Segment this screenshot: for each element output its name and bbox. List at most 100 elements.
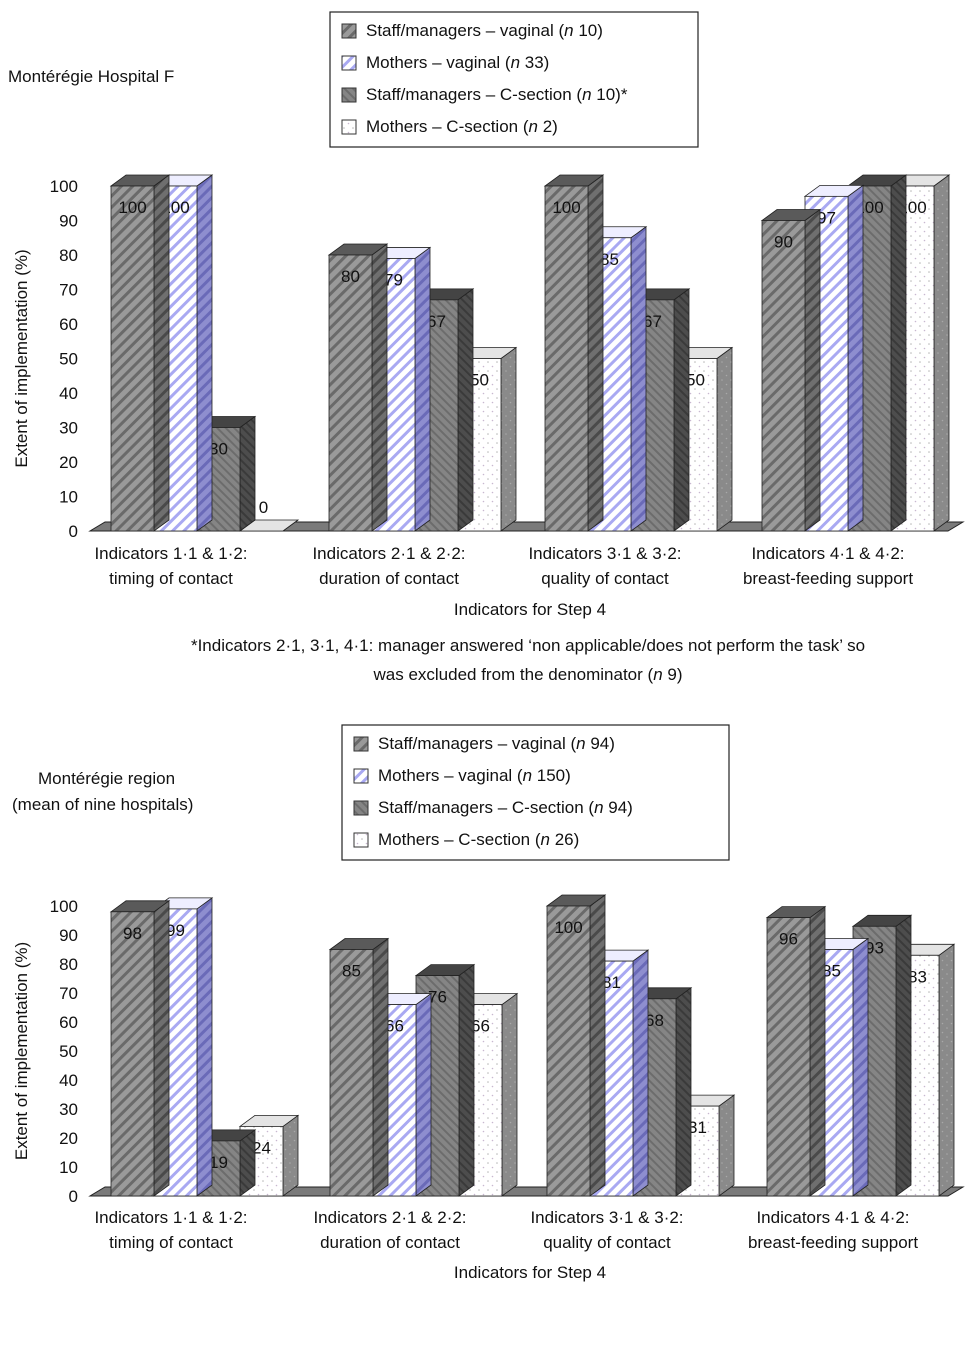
y-tick-label: 40 — [59, 1071, 78, 1090]
y-tick-label: 80 — [59, 246, 78, 265]
bar-value-label: 100 — [552, 198, 580, 217]
bar-front — [544, 185, 589, 532]
bar-value-label: 68 — [645, 1011, 664, 1030]
bar-side — [718, 1094, 735, 1197]
y-tick-label: 20 — [59, 1129, 78, 1148]
x-tick-label: Indicators 3·1 & 3·2: — [528, 544, 681, 563]
bar-side — [809, 905, 826, 1197]
legend-entry: Mothers – C-section (n 26) — [378, 830, 579, 849]
bar-value-label: 100 — [554, 918, 582, 937]
y-tick-label: 80 — [59, 955, 78, 974]
legend-swatch — [353, 736, 369, 752]
x-tick-label: Indicators 2·1 & 2·2: — [312, 544, 465, 563]
bar-side — [847, 184, 864, 532]
bar-side — [587, 174, 604, 532]
bar-side — [890, 174, 907, 532]
bar-side — [632, 949, 649, 1197]
bar-side — [153, 174, 170, 532]
bar-side — [630, 225, 647, 532]
bar-side — [415, 992, 432, 1197]
bar-value-label: 66 — [471, 1017, 490, 1036]
x-tick-label: timing of contact — [109, 1233, 233, 1252]
bar-side — [414, 246, 431, 532]
bar-value-label: 67 — [427, 312, 446, 331]
x-tick-label: duration of contact — [319, 569, 459, 588]
x-tick-label: breast-feeding support — [748, 1233, 918, 1252]
x-tick-label: Indicators 1·1 & 1·2: — [94, 544, 247, 563]
legend-swatch — [341, 119, 357, 135]
x-tick-label: timing of contact — [109, 569, 233, 588]
chart-2: Montérégie region (mean of nine hospitals… — [12, 724, 965, 1282]
bar-value-label: 83 — [908, 967, 927, 986]
bar: 98 — [109, 900, 171, 1197]
legend-swatch — [353, 768, 369, 784]
y-tick-label: 30 — [59, 419, 78, 438]
bar-side — [239, 415, 256, 532]
x-axis-label: Indicators for Step 4 — [454, 600, 606, 619]
y-tick-label: 60 — [59, 1013, 78, 1032]
bar-value-label: 81 — [602, 973, 621, 992]
bar-value-label: 100 — [118, 198, 146, 217]
bar-value-label: 85 — [600, 250, 619, 269]
bar: 96 — [765, 905, 827, 1197]
bar: 100 — [543, 174, 605, 532]
footnote: was excluded from the denominator (n 9) — [372, 665, 682, 684]
bar-value-label: 31 — [688, 1118, 707, 1137]
bar-value-label: 90 — [774, 233, 793, 252]
bar-value-label: 19 — [209, 1153, 228, 1172]
x-tick-label: Indicators 4·1 & 4·2: — [751, 544, 904, 563]
y-tick-label: 100 — [50, 177, 78, 196]
legend-box — [341, 724, 730, 861]
bar-value-label: 76 — [428, 988, 447, 1007]
x-tick-label: quality of contact — [543, 1233, 671, 1252]
bar-front — [546, 905, 591, 1197]
bar-value-label: 30 — [209, 440, 228, 459]
bar-side — [372, 937, 389, 1197]
chart-1: Montérégie Hospital F Staff/managers – va… — [8, 11, 965, 684]
y-tick-label: 50 — [59, 1042, 78, 1061]
y-tick-label: 90 — [59, 212, 78, 231]
legend-entry: Staff/managers – C-section (n 94) — [378, 798, 633, 817]
y-axis-label: Extent of implementation (%) — [12, 942, 31, 1160]
legend-entry: Staff/managers – vaginal (n 10) — [366, 21, 603, 40]
bar-value-label: 98 — [123, 924, 142, 943]
bar-value-label: 85 — [822, 962, 841, 981]
bar-front — [110, 185, 155, 532]
bar: 80 — [327, 243, 389, 532]
bar-value-label: 50 — [470, 371, 489, 390]
x-axis-label: Indicators for Step 4 — [454, 1263, 606, 1282]
y-tick-label: 70 — [59, 281, 78, 300]
legend: Staff/managers – vaginal (n 94) Mothers –… — [341, 724, 730, 861]
bar-front — [110, 911, 155, 1197]
x-tick-label: Indicators 3·1 & 3·2: — [530, 1208, 683, 1227]
bar-side — [675, 987, 692, 1197]
bar-side — [239, 1129, 256, 1197]
bar-side — [589, 894, 606, 1197]
bar-side — [716, 346, 733, 532]
bar-side — [804, 208, 821, 532]
bar-side — [673, 288, 690, 532]
bar-side — [457, 288, 474, 532]
y-tick-label: 70 — [59, 984, 78, 1003]
legend-swatch — [353, 832, 369, 848]
bar-value-label: 93 — [865, 938, 884, 957]
x-tick-label: Indicators 1·1 & 1·2: — [94, 1208, 247, 1227]
bar-value-label: 50 — [686, 371, 705, 390]
bar-side — [938, 943, 955, 1197]
legend-swatch — [341, 55, 357, 71]
bar: 85 — [328, 937, 390, 1197]
bar-side — [153, 900, 170, 1197]
chart-title: Montérégie region — [38, 769, 175, 788]
legend-entry: Mothers – vaginal (n 33) — [366, 53, 549, 72]
x-tick-label: Indicators 4·1 & 4·2: — [756, 1208, 909, 1227]
bar-side — [895, 914, 912, 1197]
y-tick-label: 60 — [59, 315, 78, 334]
legend-entry: Staff/managers – C-section (n 10)* — [366, 85, 628, 104]
bar-value-label: 24 — [252, 1138, 271, 1157]
x-tick-label: duration of contact — [320, 1233, 460, 1252]
bar-front — [766, 917, 811, 1197]
bar-value-label: 66 — [385, 1017, 404, 1036]
bar-value-label: 79 — [384, 270, 403, 289]
y-tick-label: 40 — [59, 384, 78, 403]
